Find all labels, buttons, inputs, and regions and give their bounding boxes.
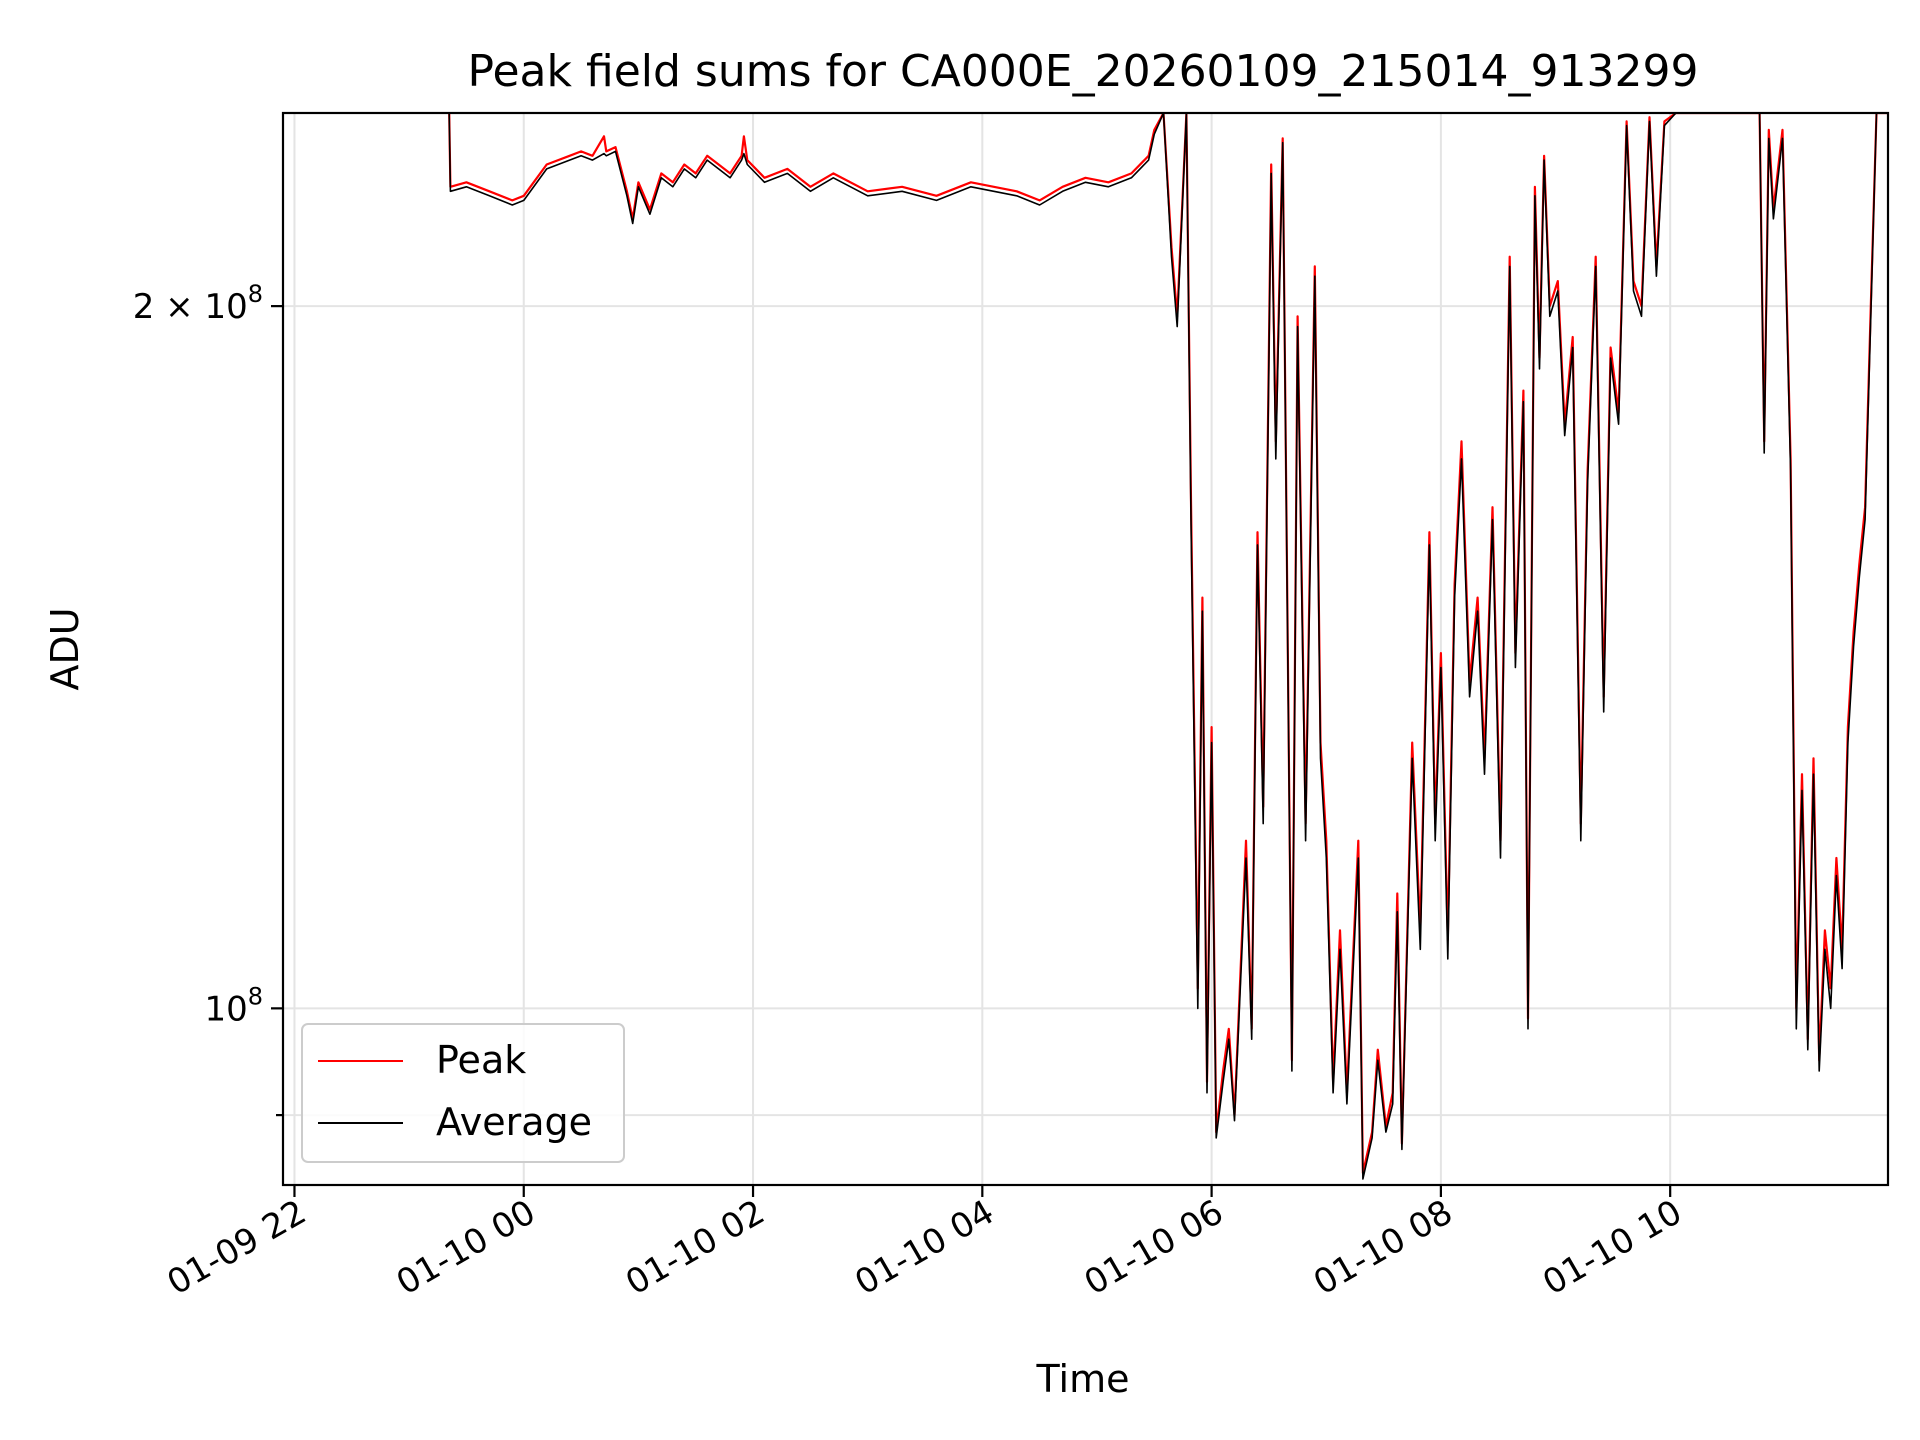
x-tick-label: 01-10 08 bbox=[1307, 1192, 1459, 1303]
y-tick-label: 108 bbox=[204, 982, 263, 1029]
x-tick-label: 01-10 02 bbox=[619, 1192, 771, 1303]
y-tick-label: 2 × 108 bbox=[133, 280, 263, 327]
x-axis: 01-09 22 01-10 00 01-10 02 01-10 04 01-10 06… bbox=[161, 1185, 1689, 1303]
x-axis-label: Time bbox=[1036, 1357, 1130, 1401]
axes-frame bbox=[281, 111, 1890, 1187]
y-axis: 108 2 × 108 bbox=[133, 280, 283, 1117]
x-tick-label: 01-10 06 bbox=[1078, 1192, 1230, 1303]
y-axis-label: ADU bbox=[43, 607, 87, 690]
x-tick-label: 01-10 00 bbox=[390, 1192, 542, 1303]
plot-area bbox=[448, 113, 1888, 1180]
x-tick-label: 01-10 10 bbox=[1536, 1192, 1688, 1303]
series-line-average bbox=[448, 113, 1888, 1180]
series-line-peak bbox=[448, 113, 1888, 1175]
x-tick-label: 01-09 22 bbox=[161, 1192, 313, 1303]
legend-label-peak: Peak bbox=[436, 1038, 526, 1082]
legend: Peak Average bbox=[301, 1023, 625, 1163]
x-tick-label: 01-10 04 bbox=[848, 1192, 1000, 1303]
chart-title: Peak field sums for CA000E_20260109_2150… bbox=[468, 46, 1699, 97]
legend-label-average: Average bbox=[436, 1100, 592, 1144]
